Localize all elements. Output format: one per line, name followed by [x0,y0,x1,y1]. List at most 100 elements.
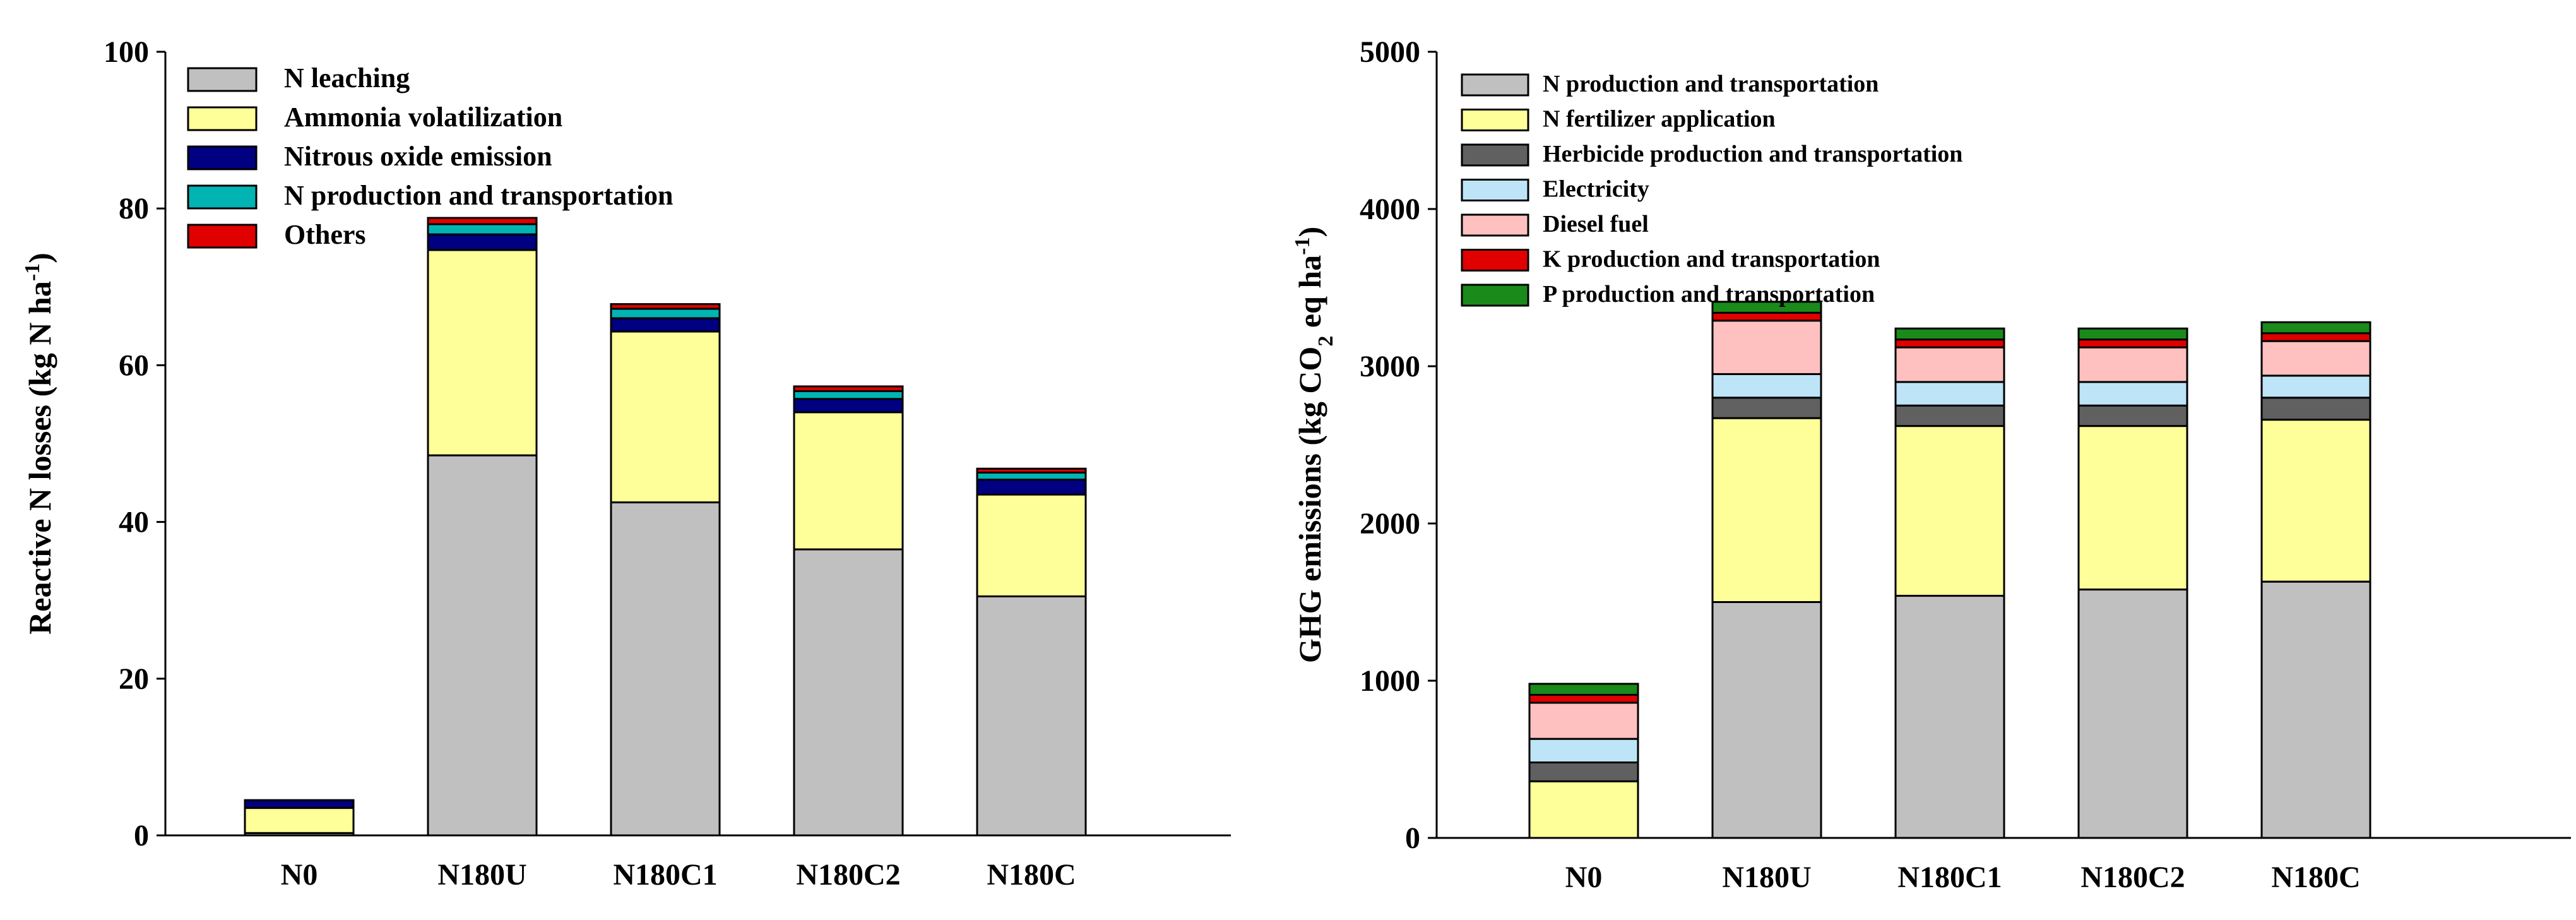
legend-label: P production and transportation [1543,281,1875,308]
legend-label: N leaching [284,63,410,93]
y-tick-label: 5000 [1360,35,1420,69]
y-tick-label: 100 [104,35,149,69]
bar-n180c2-electricity [2077,381,2188,407]
bar-n180u-herbicide-production-and-transportation [1711,397,1822,419]
bar-n180c-n-leaching [976,595,1087,837]
bar-n180c2-n-fertilizer-application [2077,425,2188,591]
bar-n180u-n-production-and-transportation [427,223,538,236]
bar-n180c-diesel-fuel [2260,340,2371,377]
bar-n180c1-herbicide-production-and-transportation [1894,404,2005,427]
bar-n180c-herbicide-production-and-transportation [2260,397,2371,421]
y-tick-label: 2000 [1360,507,1420,541]
legend-label: K production and transportation [1543,246,1880,273]
bar-n180c-n-production-and-transportation [2260,580,2371,839]
y-axis-label-part: -1 [1291,237,1314,255]
legend-swatch-p-production-and-transportation [1461,284,1529,307]
bar-n180c1-ammonia-volatilization [610,330,721,504]
x-tick-label: N0 [1565,861,1603,894]
reactive-n-losses-chart: 0 20 40 60 80 100 N0 N180U N180C1 N180C2 N180C N le… [21,35,1231,892]
bar-n180u-p-production-and-transportation [1711,301,1822,314]
bar-n180u-others [427,217,538,225]
legend-label: Ammonia volatilization [284,102,562,133]
legend-label: Nitrous oxide emission [284,141,552,172]
y-tick-label: 4000 [1360,193,1420,226]
legend-swatch-herbicide-production-and-transportation [1461,143,1529,167]
bar-n180c1-k-production-and-transportation [1894,338,2005,349]
bar-n180c1-diesel-fuel [1894,346,2005,383]
bar-n0-p-production-and-transportation [1528,683,1639,696]
x-tick-label: N180U [437,858,526,892]
y-tick-label: 80 [119,192,149,225]
x-tick-label: N180C [2271,861,2360,894]
bar-n180c-electricity [2260,374,2371,399]
y-axis-label-part: ) [1292,227,1327,237]
y-axis-label-part: eq ha [1292,255,1327,336]
y-tick-label: 40 [119,506,149,539]
bar-n180u-diesel-fuel [1711,320,1822,375]
y-tick-label: 60 [119,349,149,382]
x-tick-label: N180U [1722,861,1811,894]
bar-n180c1-others [610,303,721,310]
legend-swatch-n-fertilizer-application [1461,109,1529,131]
bar-n180c2-n-production-and-transportation [2077,588,2188,839]
y-tick-label: 1000 [1360,664,1420,698]
bar-n180c2-p-production-and-transportation [2077,327,2188,341]
y-axis-label-part: ) [22,253,57,263]
legend-label: Electricity [1543,176,1649,203]
bar-n180c-n-production-and-transportation [976,471,1087,481]
bar-n180u-n-fertilizer-application [1711,417,1822,603]
x-tick-label: N180C1 [613,858,717,892]
bar-n180c2-nitrous-oxide-emission [793,398,904,414]
y-axis-label-part: 2 [1314,336,1338,347]
legend-swatch-n-production-and-transportation [187,184,258,210]
bar-n180c2-herbicide-production-and-transportation [2077,404,2188,427]
bar-n180c1-nitrous-oxide-emission [610,317,721,333]
bar-n180c-ammonia-volatilization [976,493,1087,597]
bar-n0-nitrous-oxide-emission [244,799,355,809]
legend-label: Herbicide production and transportation [1543,141,1962,167]
x-tick-label: N180C2 [796,858,900,892]
bar-n180u-electricity [1711,373,1822,399]
bar-n180c2-n-leaching [793,548,904,837]
bar-n180c1-p-production-and-transportation [1894,327,2005,341]
legend-label: Diesel fuel [1543,211,1649,237]
legend-label: N production and transportation [284,180,674,211]
legend-swatch-others [187,224,258,249]
y-tick-label: 0 [134,819,149,852]
bar-n0-k-production-and-transportation [1528,693,1639,704]
bar-n180c-k-production-and-transportation [2260,332,2371,342]
legend-swatch-n-production-and-transportation [1461,73,1529,97]
bar-n180c1-n-production-and-transportation [610,308,721,320]
y-axis-label-part: Reactive N losses (kg N ha [22,281,57,635]
bar-n180c-nitrous-oxide-emission [976,479,1087,496]
bar-n0-electricity [1528,738,1639,763]
y-axis-label-part: GHG emissions (kg CO [1292,347,1327,663]
x-tick-label: N180C [987,858,1076,892]
legend-swatch-nitrous-oxide-emission [187,145,258,170]
bar-n0-ammonia-volatilization [244,807,355,834]
legend-swatch-n-leaching [187,67,258,92]
legend-swatch-ammonia-volatilization [187,106,258,131]
x-tick-label: N0 [281,858,318,892]
legend-swatch-diesel-fuel [1461,213,1529,237]
bar-n180c2-others [793,385,904,392]
bar-n180c1-n-leaching [610,501,721,837]
bar-n180c1-n-production-and-transportation [1894,595,2005,839]
bar-n0-herbicide-production-and-transportation [1528,761,1639,782]
bar-n180c2-n-production-and-transportation [793,390,904,400]
legend-label: N fertilizer application [1543,106,1776,133]
bar-n180c2-ammonia-volatilization [793,411,904,551]
y-tick-label: 3000 [1360,350,1420,383]
bar-n180c-others [976,467,1087,474]
y-axis-label: Reactive N losses (kg N ha-1) [21,253,58,635]
x-tick-label: N180C1 [1897,861,2002,894]
y-axis-label: GHG emissions (kg CO2 eq ha-1) [1291,227,1338,663]
legend-swatch-k-production-and-transportation [1461,249,1529,272]
bar-n0-diesel-fuel [1528,702,1639,740]
bar-n180u-n-production-and-transportation [1711,601,1822,839]
bar-n180u-ammonia-volatilization [427,249,538,457]
bar-n0-n-fertilizer-application [1528,780,1639,839]
bar-n180c1-n-fertilizer-application [1894,425,2005,597]
